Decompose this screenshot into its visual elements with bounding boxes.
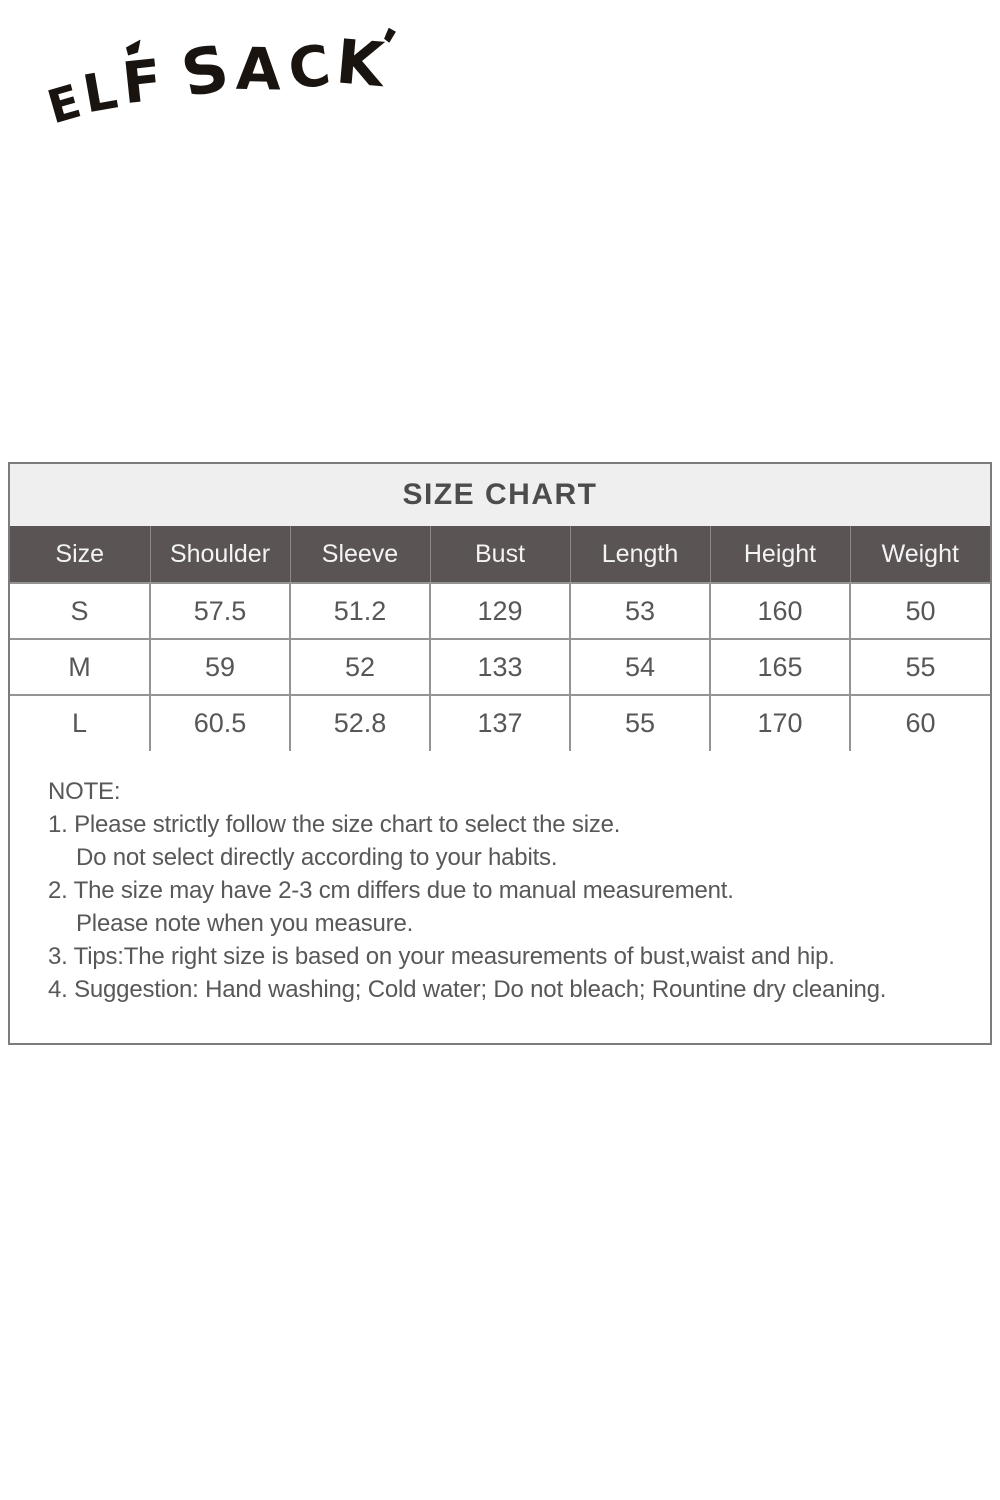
cell-value: 59 [149, 638, 291, 696]
note-line-3: 3. Tips:The right size is based on your … [48, 943, 835, 970]
cell-size-label: L [9, 694, 151, 752]
column-header-sleeve: Sleeve [289, 526, 430, 583]
note-heading: NOTE: [48, 778, 121, 805]
cell-value: 51.2 [289, 582, 431, 640]
cell-value: 52.8 [289, 694, 431, 752]
cell-value: 55 [849, 638, 991, 696]
table-row-size-m: M 59 52 133 54 165 55 [9, 638, 991, 696]
cell-value: 57.5 [149, 582, 291, 640]
cell-value: 53 [569, 582, 711, 640]
column-header-size: Size [9, 526, 150, 583]
logo-letter: E [41, 73, 87, 135]
column-header-length: Length [569, 526, 710, 583]
cell-value: 54 [569, 638, 711, 696]
note-line-1b: Do not select directly according to your… [76, 844, 558, 871]
note-section: NOTE: 1. Please strictly follow the size… [10, 751, 990, 1043]
table-row-size-s: S 57.5 51.2 129 53 160 50 [9, 582, 991, 640]
note-line-2b: Please note when you measure. [76, 910, 414, 937]
cell-value: 160 [709, 582, 851, 640]
column-header-weight: Weight [849, 526, 990, 583]
logo-letter: L [78, 60, 122, 126]
cell-value: 137 [429, 694, 571, 752]
cell-value: 50 [849, 582, 991, 640]
logo-letter: S [175, 30, 236, 112]
logo-letter: F [118, 47, 165, 118]
logo-letter: A [235, 34, 282, 104]
size-chart-table: Size Shoulder Sleeve Bust Length Height … [9, 526, 991, 752]
cell-value: 55 [569, 694, 711, 752]
cell-value: 129 [429, 582, 571, 640]
logo-letter: K [333, 26, 387, 102]
logo-letter: C [284, 33, 334, 104]
size-chart-title: SIZE CHART [10, 464, 990, 526]
brand-logo: E L F S A C K [42, 26, 387, 134]
cell-value: 60.5 [149, 694, 291, 752]
table-row-size-l: L 60.5 52.8 137 55 170 60 [9, 694, 991, 752]
note-line-4: 4. Suggestion: Hand washing; Cold water;… [48, 976, 887, 1003]
cell-size-label: M [9, 638, 151, 696]
column-header-shoulder: Shoulder [149, 526, 290, 583]
table-header-row: Size Shoulder Sleeve Bust Length Height … [9, 526, 990, 583]
column-header-bust: Bust [429, 526, 570, 583]
size-chart-panel: SIZE CHART Size Shoulder Sleeve Bust Len… [8, 462, 992, 1045]
cell-value: 170 [709, 694, 851, 752]
note-line-1: 1. Please strictly follow the size chart… [48, 811, 621, 838]
column-header-height: Height [709, 526, 850, 583]
note-line-2: 2. The size may have 2-3 cm differs due … [48, 877, 734, 904]
cell-value: 165 [709, 638, 851, 696]
cell-size-label: S [9, 582, 151, 640]
cell-value: 60 [849, 694, 991, 752]
cell-value: 133 [429, 638, 571, 696]
cell-value: 52 [289, 638, 431, 696]
